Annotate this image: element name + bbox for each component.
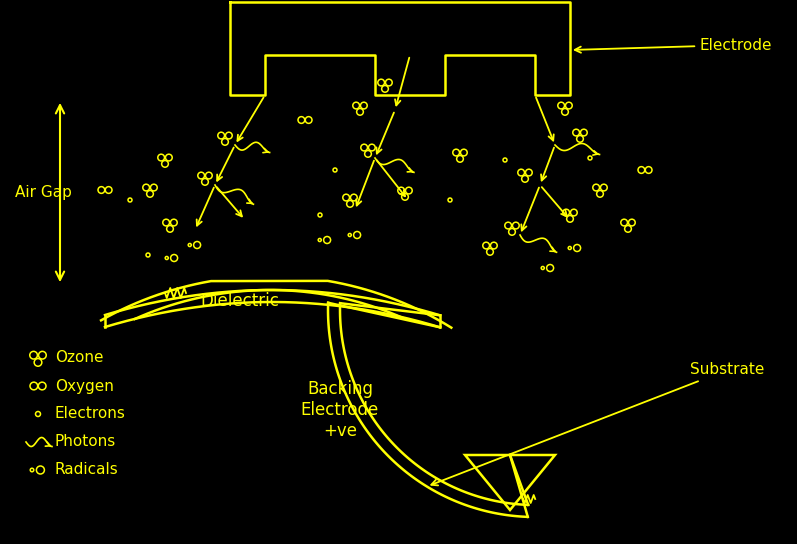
Text: Electrons: Electrons — [55, 406, 126, 422]
Text: Air Gap: Air Gap — [15, 184, 72, 200]
Text: Radicals: Radicals — [55, 462, 119, 478]
Text: Photons: Photons — [55, 435, 116, 449]
Text: Ozone: Ozone — [55, 350, 104, 366]
Text: Oxygen: Oxygen — [55, 379, 114, 393]
Text: Substrate: Substrate — [431, 362, 764, 485]
Text: Electrode: Electrode — [575, 38, 772, 53]
Text: Dielectric: Dielectric — [201, 292, 280, 310]
Text: Backing
Electrode
+ve: Backing Electrode +ve — [301, 380, 379, 440]
